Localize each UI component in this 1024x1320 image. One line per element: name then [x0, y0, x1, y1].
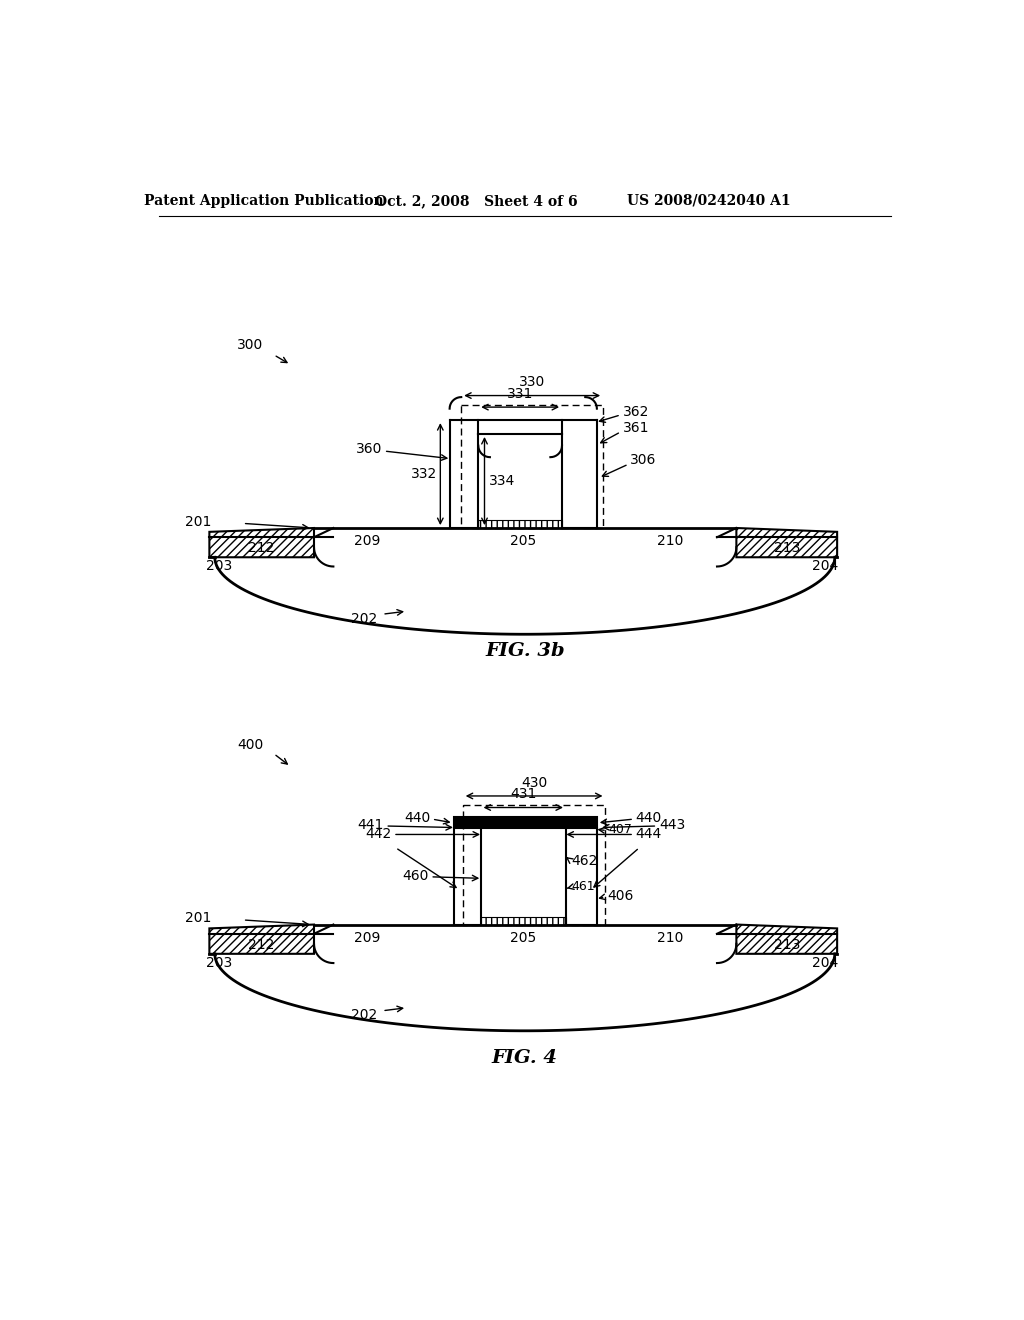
Text: 360: 360	[355, 442, 382, 457]
Text: 430: 430	[521, 776, 547, 789]
Text: 213: 213	[773, 937, 800, 952]
Text: 210: 210	[657, 931, 684, 945]
Text: 334: 334	[489, 474, 515, 488]
Text: 442: 442	[366, 828, 391, 841]
Text: 407: 407	[608, 824, 633, 837]
Text: US 2008/0242040 A1: US 2008/0242040 A1	[628, 194, 792, 207]
Text: 361: 361	[623, 421, 649, 434]
Text: 461: 461	[571, 879, 595, 892]
Text: 460: 460	[402, 869, 429, 883]
Text: 443: 443	[658, 818, 685, 832]
Polygon shape	[736, 924, 838, 954]
Text: 362: 362	[623, 405, 649, 420]
Polygon shape	[454, 817, 597, 829]
Text: 330: 330	[519, 375, 546, 389]
Text: Patent Application Publication: Patent Application Publication	[143, 194, 383, 207]
Text: Oct. 2, 2008   Sheet 4 of 6: Oct. 2, 2008 Sheet 4 of 6	[376, 194, 579, 207]
Text: 441: 441	[357, 818, 384, 832]
Text: 440: 440	[404, 810, 430, 825]
Text: 202: 202	[351, 612, 378, 626]
Text: 444: 444	[636, 828, 662, 841]
Text: 203: 203	[206, 560, 232, 573]
Text: 331: 331	[507, 387, 534, 401]
Polygon shape	[209, 924, 314, 954]
Text: 212: 212	[248, 541, 274, 554]
Text: 205: 205	[510, 535, 537, 548]
Text: 202: 202	[351, 1008, 378, 1023]
Text: 204: 204	[812, 956, 839, 970]
Text: 332: 332	[411, 467, 437, 480]
Text: 213: 213	[773, 541, 800, 554]
Text: 209: 209	[353, 931, 380, 945]
Text: 406: 406	[607, 890, 633, 903]
Text: 209: 209	[353, 535, 380, 548]
Polygon shape	[478, 520, 562, 528]
Text: 205: 205	[510, 931, 537, 945]
Text: 440: 440	[636, 810, 662, 825]
Polygon shape	[209, 528, 314, 557]
Text: 210: 210	[657, 535, 684, 548]
Text: 203: 203	[206, 956, 232, 970]
Text: 212: 212	[248, 937, 274, 952]
Polygon shape	[736, 528, 838, 557]
Text: 400: 400	[238, 738, 263, 752]
Text: 201: 201	[185, 911, 212, 925]
Text: FIG. 4: FIG. 4	[492, 1049, 558, 1067]
Text: FIG. 3b: FIG. 3b	[485, 643, 564, 660]
Polygon shape	[480, 917, 566, 924]
Text: 201: 201	[185, 515, 212, 529]
Text: 204: 204	[812, 560, 839, 573]
Text: 300: 300	[238, 338, 263, 351]
Text: 462: 462	[571, 854, 598, 867]
Text: 431: 431	[510, 787, 537, 801]
Text: 306: 306	[630, 453, 656, 467]
